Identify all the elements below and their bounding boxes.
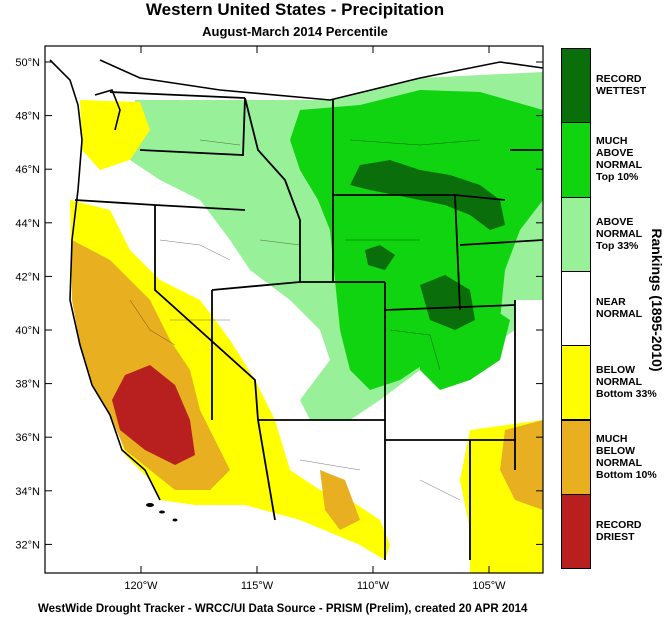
channel-islands: [146, 503, 178, 522]
precipitation-regions: [70, 60, 543, 573]
legend-swatch: [561, 48, 591, 124]
latitude-label: 46°N: [15, 164, 40, 176]
region-much-below-normal-tx: [500, 420, 543, 510]
legend-label: BELOW NORMAL Bottom 33%: [596, 364, 657, 401]
latitude-label: 42°N: [15, 271, 40, 283]
latitude-axis: 50°N 48°N 46°N 44°N 42°N 40°N 38°N 36°N 34°N 32°N: [15, 57, 543, 551]
legend-label: RECORD DRIEST: [596, 518, 642, 543]
legend-label: RECORD WETTEST: [596, 73, 647, 98]
latitude-label: 50°N: [15, 57, 40, 69]
footer-credit: WestWide Drought Tracker - WRCC/UI Data …: [38, 603, 528, 615]
longitude-label: 110°W: [357, 580, 390, 592]
legend-label: MUCH ABOVE NORMAL Top 10%: [596, 135, 643, 184]
region-much-below-normal-az: [320, 470, 360, 530]
legend-label: MUCH BELOW NORMAL Bottom 10%: [596, 432, 657, 481]
longitude-label: 115°W: [241, 580, 274, 592]
region-below-normal-nw: [80, 100, 150, 170]
latitude-label: 40°N: [15, 325, 40, 337]
region-record-driest-ca: [112, 365, 195, 465]
region-record-wettest-co: [420, 275, 475, 330]
legend-swatch: [561, 270, 591, 347]
map-title: Western United States - Precipitation: [145, 0, 445, 19]
latitude-label: 34°N: [15, 486, 40, 498]
longitude-label: 105°W: [472, 580, 506, 592]
legend-swatch: [561, 196, 591, 272]
coastline: [49, 59, 544, 501]
legend-swatch: [561, 493, 591, 570]
latitude-label: 32°N: [15, 539, 40, 551]
legend-swatch: [561, 419, 591, 495]
region-record-wettest-wy: [365, 245, 395, 270]
longitude-axis: 120°W 115°W 110°W 105°W: [124, 46, 506, 592]
county-boundaries: [129, 139, 481, 501]
map-frame-border: [44, 45, 544, 574]
legend-swatch: [561, 122, 591, 198]
legend-title: Rankings (1895-2010): [649, 228, 665, 372]
legend-label: ABOVE NORMAL Top 33%: [596, 215, 643, 252]
latitude-label: 44°N: [15, 218, 40, 230]
legend-swatch: [561, 345, 591, 421]
longitude-label: 120°W: [124, 580, 158, 592]
state-boundaries: [74, 91, 543, 560]
latitude-label: 48°N: [15, 111, 40, 123]
map-subtitle: August-March 2014 Percentile: [202, 24, 388, 39]
legend-label: NEAR NORMAL: [596, 296, 643, 321]
latitude-label: 38°N: [15, 379, 40, 391]
latitude-label: 36°N: [15, 432, 40, 444]
